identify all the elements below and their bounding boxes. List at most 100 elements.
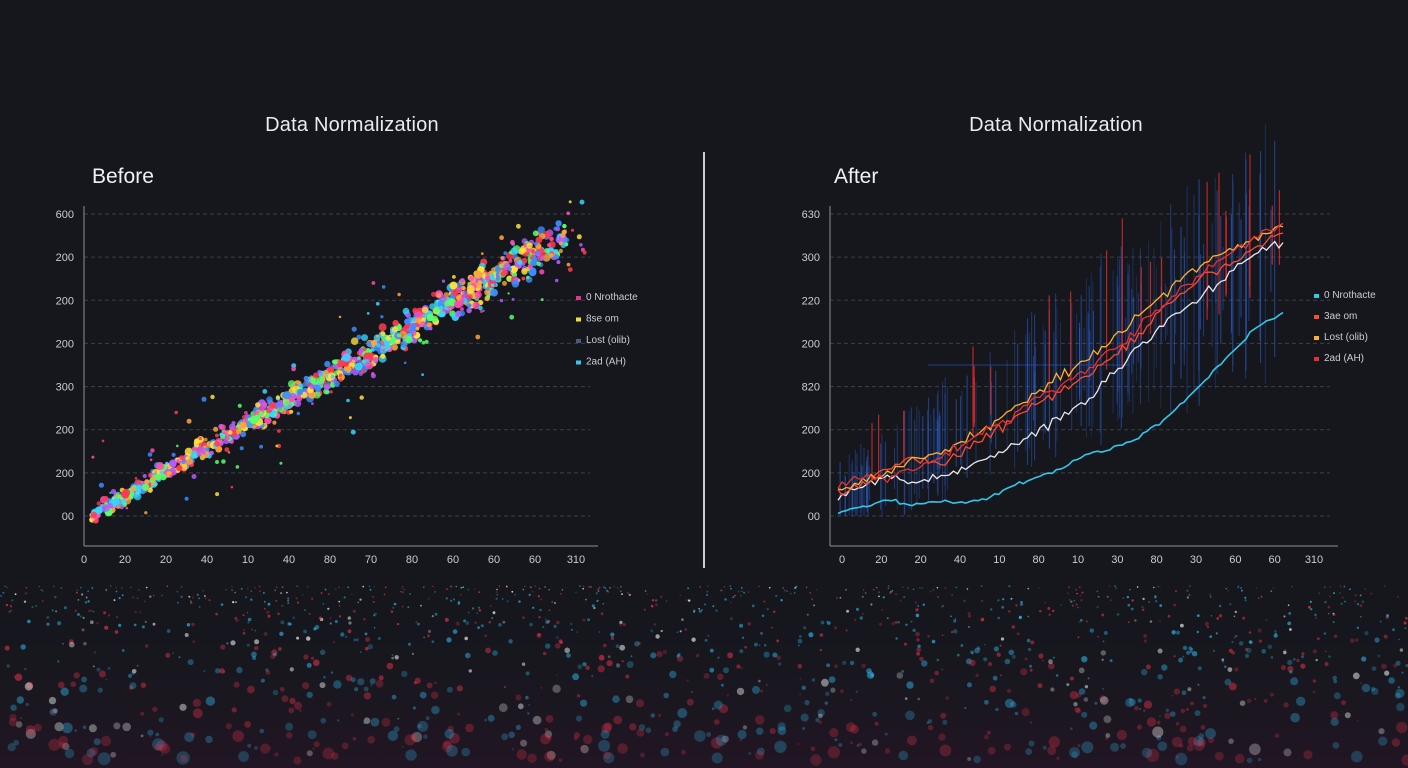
bokeh-dot	[69, 641, 75, 648]
bokeh-dot	[91, 586, 93, 589]
bokeh-dot	[560, 593, 562, 595]
bokeh-dot	[783, 704, 792, 713]
scatter-point	[215, 433, 219, 438]
legend-swatch	[1314, 294, 1319, 298]
bokeh-dot	[825, 691, 830, 696]
bokeh-dot	[1037, 587, 1040, 589]
bokeh-dot	[545, 643, 551, 649]
bokeh-dot	[131, 671, 136, 675]
bokeh-dot	[386, 662, 394, 670]
bokeh-dot	[502, 620, 506, 624]
bokeh-dot	[607, 655, 611, 658]
bokeh-dot	[372, 595, 375, 598]
scatter-point	[414, 312, 419, 317]
scatter-point	[556, 260, 561, 265]
bokeh-dot	[1190, 647, 1194, 651]
bokeh-dot	[810, 746, 816, 752]
bokeh-dot	[1202, 696, 1206, 700]
bokeh-dot	[665, 732, 669, 737]
bokeh-dot	[915, 608, 919, 612]
bokeh-dot	[1134, 619, 1137, 622]
bokeh-dot	[1069, 747, 1081, 758]
bokeh-dot	[773, 610, 776, 613]
bokeh-dot	[57, 621, 62, 626]
bokeh-dot	[783, 589, 786, 592]
bokeh-dot	[798, 644, 800, 647]
bokeh-dot	[463, 619, 467, 623]
bokeh-dot	[737, 590, 740, 593]
bokeh-dot	[1395, 688, 1405, 698]
scatter-point	[357, 356, 361, 360]
bokeh-dot	[254, 629, 257, 632]
bokeh-dot	[1010, 701, 1017, 708]
bokeh-dot	[1115, 587, 1117, 589]
bokeh-dot	[1068, 598, 1071, 601]
scatter-point	[91, 511, 97, 518]
bokeh-dot	[800, 713, 809, 722]
bokeh-dot	[1221, 658, 1225, 661]
x-tick-label: 60	[1269, 554, 1281, 566]
bokeh-dot	[1143, 639, 1147, 643]
bokeh-dot	[48, 738, 61, 751]
bokeh-dot	[16, 696, 24, 704]
bokeh-dot	[1050, 687, 1055, 692]
bokeh-dot	[616, 587, 619, 589]
bokeh-dot	[969, 659, 976, 666]
bokeh-dot	[302, 682, 310, 690]
bokeh-dot	[904, 642, 907, 646]
bokeh-dot	[846, 609, 850, 613]
bokeh-dot	[838, 743, 843, 747]
bokeh-dot	[97, 752, 111, 766]
bokeh-dot	[40, 589, 43, 591]
bokeh-dot	[558, 639, 563, 644]
scatter-point	[201, 396, 207, 402]
bokeh-dot	[1242, 616, 1246, 620]
bokeh-dot	[57, 660, 60, 663]
x-tick-label: 10	[242, 554, 254, 566]
bokeh-dot	[926, 721, 929, 724]
bokeh-dot	[1296, 658, 1300, 663]
bokeh-dot	[259, 590, 261, 593]
scatter-point	[196, 453, 201, 457]
scatter-point	[219, 424, 226, 431]
bokeh-dot	[600, 729, 610, 739]
legend-swatch	[1314, 336, 1319, 340]
bokeh-dot	[401, 587, 404, 590]
bokeh-dot	[373, 614, 376, 617]
bokeh-dot	[690, 690, 694, 694]
bokeh-dot	[410, 733, 417, 741]
bokeh-dot	[518, 600, 521, 603]
bokeh-dot	[742, 725, 748, 730]
bokeh-dot	[704, 603, 706, 606]
bokeh-dot	[1171, 695, 1174, 697]
bokeh-dot	[191, 596, 194, 599]
bokeh-dot	[808, 632, 814, 638]
bokeh-dot	[734, 594, 736, 597]
bokeh-dot	[862, 589, 865, 591]
bokeh-dots	[0, 585, 1408, 766]
bokeh-dot	[96, 667, 101, 672]
bokeh-dot	[357, 678, 365, 686]
bokeh-dot	[858, 742, 862, 746]
scatter-point	[486, 286, 490, 291]
bokeh-dot	[1148, 601, 1150, 603]
scatter-point	[213, 426, 219, 432]
bokeh-dot	[434, 591, 436, 593]
bokeh-dot	[1254, 698, 1257, 700]
bokeh-dot	[1361, 656, 1367, 662]
bokeh-dot	[357, 601, 360, 604]
y-tick-label: 820	[802, 382, 820, 394]
bokeh-dot	[238, 751, 250, 762]
bokeh-dot	[319, 682, 326, 689]
bokeh-dot	[1374, 637, 1380, 643]
scatter-point	[395, 339, 401, 345]
bokeh-dot	[522, 616, 525, 619]
bokeh-dot	[1127, 603, 1131, 607]
bokeh-dot	[152, 622, 156, 626]
bokeh-dot	[104, 625, 109, 630]
bokeh-dot	[1096, 590, 1099, 593]
bokeh-dot	[989, 685, 996, 693]
bokeh-dot	[760, 689, 764, 693]
bokeh-dot	[445, 597, 448, 600]
scatter-point	[371, 372, 375, 376]
